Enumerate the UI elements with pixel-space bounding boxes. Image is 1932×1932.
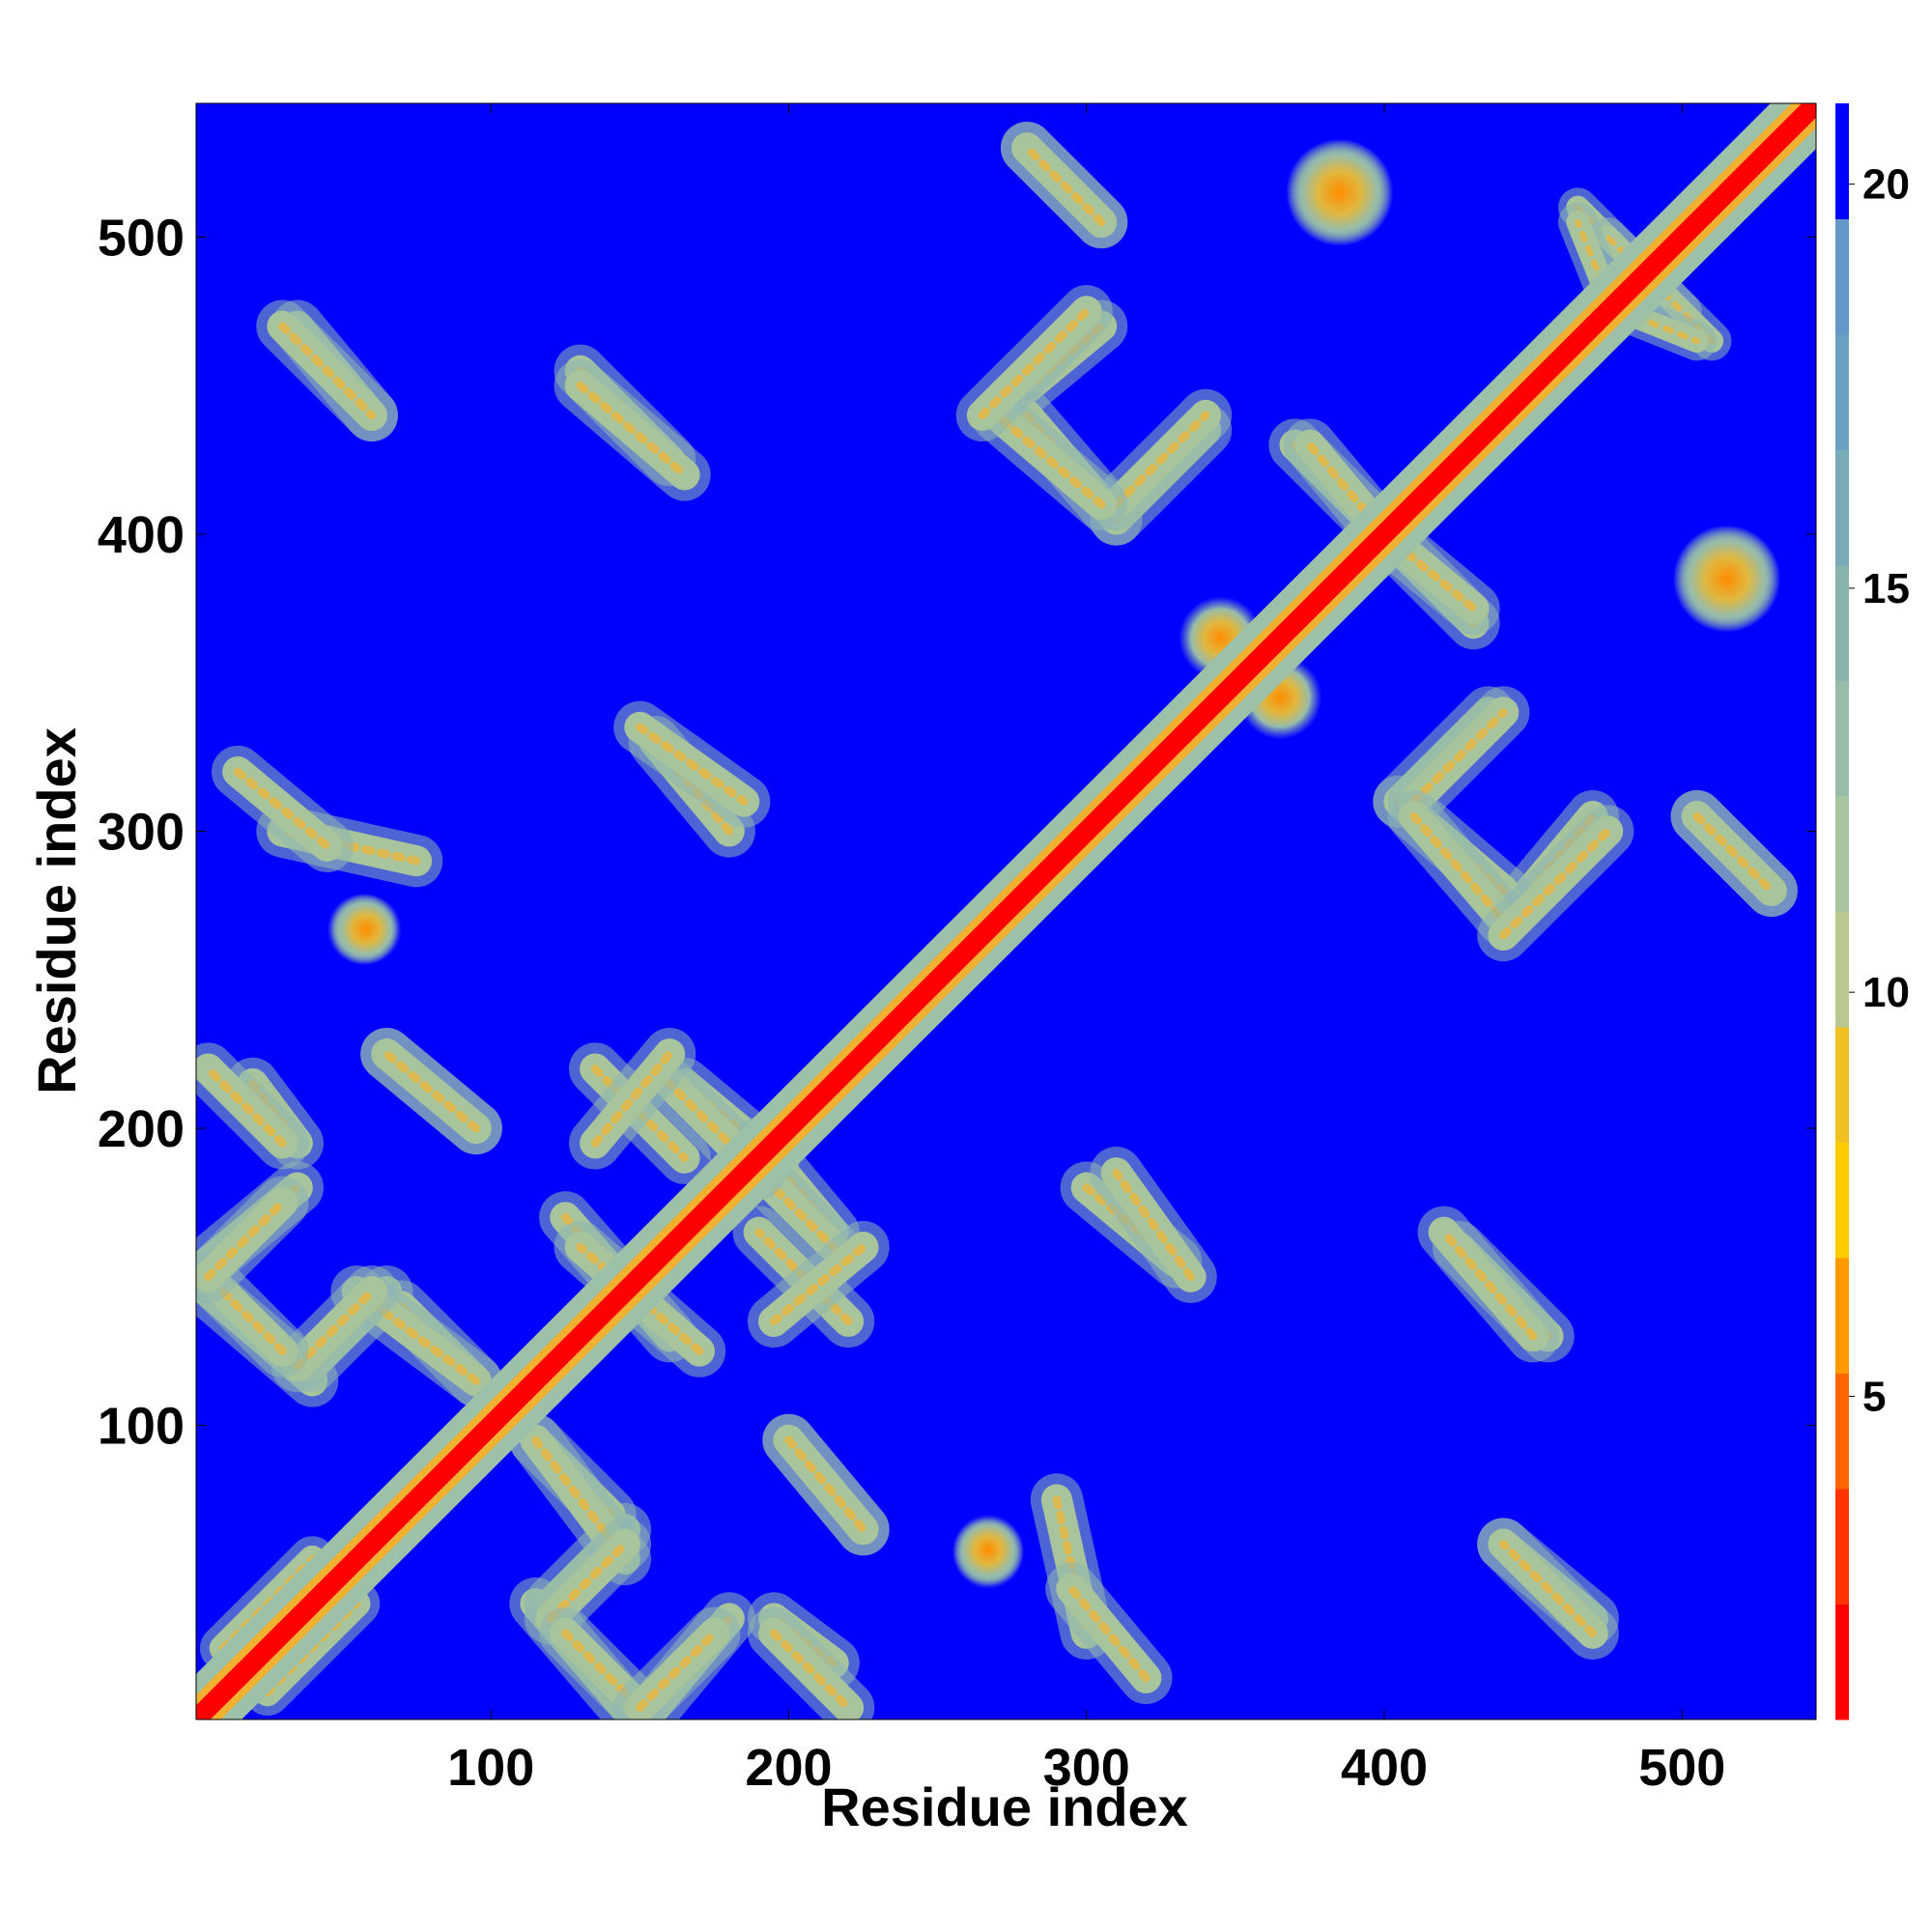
colorbar-segment [1835, 334, 1849, 450]
y-tick-label: 200 [98, 1100, 185, 1158]
contact-core [204, 1272, 287, 1355]
contact-core [204, 1198, 287, 1282]
contact-core [278, 322, 377, 420]
contact-core [560, 1629, 644, 1713]
y-axis-label: Residue index [26, 727, 87, 1094]
contact-core [769, 1242, 867, 1326]
contact-core [992, 411, 1106, 509]
contact-core [1112, 1168, 1195, 1282]
contact-core [1498, 1540, 1598, 1638]
contact-core [546, 1540, 630, 1623]
x-tick-label: 100 [447, 1739, 534, 1797]
x-tick-label: 400 [1341, 1739, 1428, 1797]
colorbar-segment [1835, 1027, 1849, 1143]
contact-core [576, 381, 689, 479]
contact-core [636, 1629, 719, 1713]
contact-blob [329, 893, 402, 965]
colorbar-segment [1835, 218, 1849, 335]
plot-frame [195, 102, 1817, 1720]
colorbar-tick-label: 10 [1862, 969, 1910, 1016]
contact-core [1692, 811, 1776, 895]
colorbar-segment [1835, 565, 1849, 681]
colorbar-segment [1835, 796, 1849, 912]
contact-core [784, 1435, 867, 1534]
contact-core [590, 1049, 674, 1148]
colorbar-tick-label: 5 [1862, 1373, 1886, 1420]
contact-core [978, 306, 1092, 420]
x-axis-label: Residue index [821, 1776, 1188, 1837]
contact-core [233, 767, 331, 851]
colorbar-tick-label: 20 [1862, 161, 1910, 209]
colorbar-segment [1835, 1489, 1849, 1605]
y-tick-label: 100 [98, 1398, 185, 1456]
y-tick-label: 400 [98, 506, 185, 564]
colorbar-segment [1835, 680, 1849, 797]
colorbar: 5 10 15 20 [1835, 103, 1910, 1720]
contact-core [1409, 708, 1508, 807]
y-tick-label: 300 [98, 803, 185, 861]
contact-core [1439, 1228, 1538, 1341]
contact-core [1112, 411, 1210, 509]
contact-core [382, 1049, 481, 1133]
contact-core [204, 1065, 287, 1148]
contact-core [636, 723, 749, 807]
heatmap-plot-area [196, 103, 1816, 1719]
contact-core [1067, 1584, 1151, 1683]
contact-core [293, 1287, 377, 1371]
colorbar-segment [1835, 1373, 1849, 1490]
colorbar-segment [1835, 1142, 1849, 1259]
contact-core [1022, 143, 1106, 227]
x-tick-label: 200 [745, 1739, 832, 1797]
x-tick-label: 300 [1043, 1739, 1130, 1797]
y-tick-label: 500 [98, 209, 185, 267]
x-tick-label: 500 [1638, 1739, 1725, 1797]
contact-blob [1286, 138, 1394, 246]
contact-core [1409, 811, 1508, 925]
colorbar-segment [1835, 103, 1849, 219]
contact-blob [952, 1514, 1024, 1586]
contact-core [769, 1629, 853, 1713]
colorbar-segment [1835, 911, 1849, 1028]
diagonal-core [196, 103, 1816, 1719]
colorbar-tick-label: 15 [1862, 565, 1910, 612]
colorbar-segment [1835, 449, 1849, 566]
contact-core [1498, 827, 1612, 940]
contact-blob [1673, 525, 1781, 633]
axes: 100 200 300 400 500 100 200 300 400 500 [98, 102, 1817, 1797]
colorbar-segment [1835, 1258, 1849, 1374]
colorbar-segment [1835, 1604, 1849, 1720]
